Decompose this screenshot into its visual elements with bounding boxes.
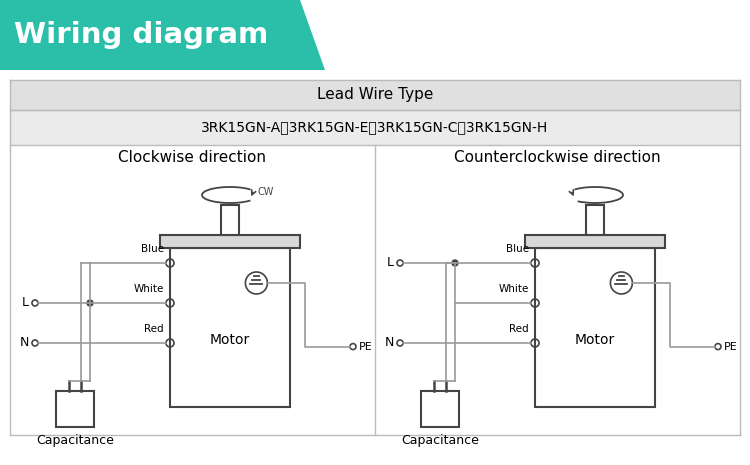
Text: Wiring diagram: Wiring diagram [14, 21, 268, 49]
Text: L: L [22, 297, 29, 310]
Text: Red: Red [509, 324, 529, 334]
Bar [421, 391, 459, 427]
Text: 3RK15GN-A、3RK15GN-E、3RK15GN-C、3RK15GN-H: 3RK15GN-A、3RK15GN-E、3RK15GN-C、3RK15GN-H [201, 120, 548, 134]
Text: Blue: Blue [506, 244, 529, 254]
Text: Motor: Motor [574, 333, 615, 347]
Text: Capacitance: Capacitance [401, 434, 479, 447]
Text: Lead Wire Type: Lead Wire Type [316, 87, 434, 102]
Text: PE: PE [724, 342, 738, 352]
Text: N: N [20, 337, 29, 350]
Polygon shape [0, 0, 325, 70]
Bar [56, 391, 94, 427]
Text: White: White [134, 284, 164, 294]
Bar [10, 80, 740, 110]
Circle shape [452, 260, 458, 266]
Bar [221, 205, 239, 235]
Text: CW: CW [258, 187, 274, 197]
Text: Capacitance: Capacitance [36, 434, 114, 447]
Text: L: L [387, 257, 394, 270]
Bar [586, 205, 604, 235]
Text: Red: Red [144, 324, 164, 334]
Text: White: White [499, 284, 529, 294]
Bar [10, 110, 740, 145]
Circle shape [87, 300, 93, 306]
Text: Blue: Blue [141, 244, 164, 254]
Text: N: N [385, 337, 394, 350]
Text: Motor: Motor [210, 333, 250, 347]
Bar [535, 248, 655, 407]
Bar [160, 235, 300, 248]
Text: PE: PE [359, 342, 373, 352]
Text: Clockwise direction: Clockwise direction [118, 150, 266, 165]
Bar [525, 235, 665, 248]
Text: Counterclockwise direction: Counterclockwise direction [454, 150, 661, 165]
Bar [170, 248, 290, 407]
